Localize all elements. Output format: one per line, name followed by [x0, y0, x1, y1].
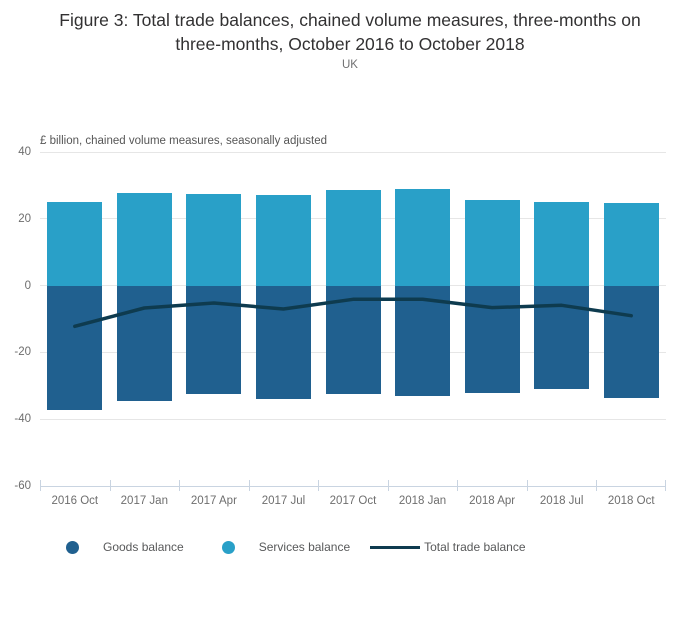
- goods-bar[interactable]: [255, 285, 311, 400]
- x-axis-tick: [248, 480, 250, 491]
- x-axis-label: 2018 Jan: [398, 495, 447, 507]
- services-bar[interactable]: [255, 195, 311, 286]
- goods-balance-swatch-icon: [66, 540, 79, 554]
- y-axis-label: -60: [14, 480, 31, 492]
- services-bar[interactable]: [325, 190, 381, 286]
- legend-item-goods-balance[interactable]: Goods balance: [66, 540, 184, 554]
- goods-bar[interactable]: [534, 285, 590, 390]
- x-axis-label: 2018 Apr: [469, 495, 516, 507]
- x-axis-label: 2017 Jul: [261, 495, 306, 507]
- plot-area: [40, 151, 666, 491]
- x-axis-tick: [40, 480, 41, 491]
- goods-bar[interactable]: [395, 285, 451, 397]
- x-axis-tick: [387, 480, 389, 491]
- legend-label: Goods balance: [103, 540, 184, 554]
- legend-item-total-trade-balance[interactable]: Total trade balance: [370, 540, 526, 554]
- x-axis-label: 2018 Jul: [539, 495, 584, 507]
- chart-subtitle: UK: [342, 59, 358, 71]
- y-axis-unit-label: £ billion, chained volume measures, seas…: [40, 135, 328, 147]
- legend-label: Services balance: [258, 540, 351, 554]
- legend-label: Total trade balance: [424, 540, 526, 554]
- y-axis-label: 20: [18, 212, 31, 225]
- services-balance-swatch-icon: [221, 540, 235, 554]
- gridline: [40, 418, 666, 420]
- x-axis-tick: [318, 480, 320, 491]
- chart-title: Figure 3: Total trade balances, chained …: [59, 10, 641, 54]
- services-bar[interactable]: [395, 188, 451, 286]
- y-axis-label: 0: [24, 279, 31, 292]
- total-trade-balance-line[interactable]: [40, 152, 666, 486]
- goods-bar[interactable]: [603, 285, 659, 399]
- services-bar[interactable]: [186, 194, 242, 286]
- y-axis-label: -20: [14, 346, 31, 359]
- goods-bar[interactable]: [47, 285, 103, 410]
- total-trade-balance-line-swatch-icon: [370, 545, 421, 549]
- x-axis-tick: [457, 480, 459, 491]
- goods-bar[interactable]: [325, 285, 381, 395]
- legend: Goods balance Services balance Total tra…: [66, 540, 526, 554]
- x-axis-tick: [665, 480, 666, 491]
- x-axis-tick: [596, 480, 598, 491]
- y-axis-label: -40: [14, 413, 31, 426]
- services-bar[interactable]: [464, 200, 520, 286]
- goods-bar[interactable]: [116, 285, 172, 401]
- y-axis-label: 40: [18, 146, 31, 158]
- x-axis-tick: [179, 480, 181, 491]
- services-bar[interactable]: [603, 202, 659, 286]
- x-axis-label: 2018 Oct: [607, 495, 655, 507]
- services-bar[interactable]: [47, 202, 103, 286]
- gridline: [40, 151, 666, 153]
- x-axis-tick: [109, 480, 111, 491]
- y-axis-labels: 40 20 0 -20 -40 -60: [0, 146, 31, 492]
- x-axis-tick: [526, 480, 528, 491]
- x-axis-label: 2017 Jan: [120, 495, 168, 507]
- x-axis-labels: 2016 Oct 2017 Jan 2017 Apr 2017 Jul 2017 Oct…: [40, 495, 666, 511]
- x-axis-label: 2017 Apr: [190, 495, 237, 507]
- x-axis-label: 2017 Oct: [329, 495, 377, 507]
- goods-bar[interactable]: [464, 285, 520, 394]
- services-bar[interactable]: [534, 201, 590, 286]
- x-axis-label: 2016 Oct: [51, 495, 99, 507]
- services-bar[interactable]: [116, 192, 172, 286]
- legend-item-services-balance[interactable]: Services balance: [221, 540, 351, 554]
- x-axis-line: [40, 485, 666, 487]
